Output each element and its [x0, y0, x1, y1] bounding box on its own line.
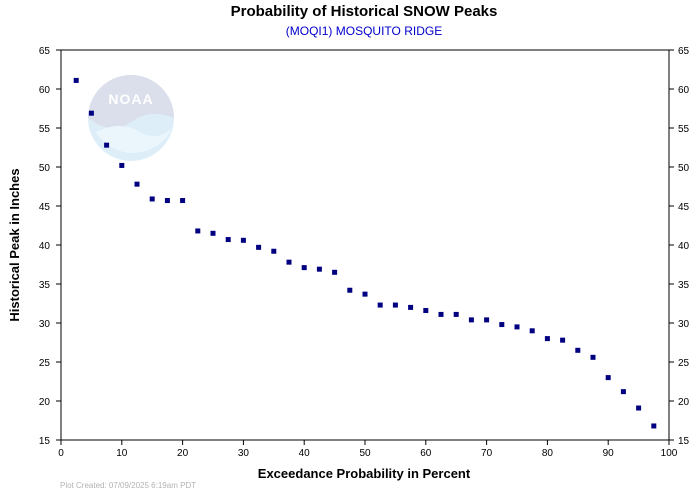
y-tick-label-right: 15 — [678, 436, 690, 447]
data-point — [636, 405, 642, 411]
y-tick-label-left: 25 — [39, 358, 51, 369]
y-tick-label-right: 60 — [678, 85, 690, 96]
y-tick-label-right: 25 — [678, 358, 690, 369]
data-point — [88, 110, 94, 116]
data-point — [73, 77, 79, 83]
data-point — [332, 269, 338, 275]
data-point — [225, 237, 231, 243]
data-point — [590, 354, 596, 360]
y-tick-label-right: 35 — [678, 280, 690, 291]
x-tick-label: 70 — [481, 448, 493, 459]
y-tick-label-left: 50 — [39, 163, 51, 174]
data-point — [195, 228, 201, 234]
x-tick-label: 50 — [359, 448, 371, 459]
x-tick-label: 0 — [58, 448, 64, 459]
data-point — [560, 337, 566, 343]
x-tick-label: 80 — [542, 448, 554, 459]
x-tick-label: 60 — [420, 448, 432, 459]
y-tick-label-right: 20 — [678, 397, 690, 408]
data-point — [210, 230, 216, 236]
data-point — [529, 328, 535, 334]
x-tick-label: 10 — [116, 448, 128, 459]
data-point — [468, 317, 474, 323]
y-tick-label-right: 65 — [678, 46, 690, 57]
data-point — [408, 304, 414, 310]
y-tick-label-left: 30 — [39, 319, 51, 330]
x-tick-label: 40 — [299, 448, 311, 459]
y-tick-label-left: 35 — [39, 280, 51, 291]
data-point — [256, 244, 262, 250]
data-points — [73, 77, 657, 429]
y-tick-label-left: 45 — [39, 202, 51, 213]
y-tick-label-left: 65 — [39, 46, 51, 57]
x-tick-label: 100 — [661, 448, 678, 459]
data-point — [575, 347, 581, 353]
data-point — [347, 287, 353, 293]
data-point — [286, 259, 292, 265]
data-point — [164, 198, 170, 204]
data-point — [544, 336, 550, 342]
chart-title: Probability of Historical SNOW Peaks — [231, 3, 498, 20]
noaa-logo-text: NOAA — [108, 91, 153, 107]
data-point — [240, 237, 246, 243]
data-point — [499, 322, 505, 328]
y-tick-label-right: 45 — [678, 202, 690, 213]
y-tick-label-left: 55 — [39, 124, 51, 135]
chart-subtitle: (MOQI1) MOSQUITO RIDGE — [286, 24, 442, 38]
data-point — [104, 142, 110, 148]
data-point — [438, 311, 444, 317]
noaa-watermark-icon: NOAA — [88, 75, 174, 161]
data-point — [119, 162, 125, 168]
y-tick-label-right: 30 — [678, 319, 690, 330]
data-point — [514, 324, 520, 330]
y-tick-label-right: 40 — [678, 241, 690, 252]
data-point — [651, 423, 657, 429]
x-axis-label: Exceedance Probability in Percent — [258, 466, 471, 481]
data-point — [134, 181, 140, 187]
data-point — [149, 196, 155, 202]
data-point — [423, 308, 429, 314]
x-tick-label: 20 — [177, 448, 189, 459]
plot-created-footer: Plot Created: 07/09/2025 6:19am PDT — [60, 481, 196, 490]
y-tick-label-right: 55 — [678, 124, 690, 135]
data-point — [392, 302, 398, 308]
x-tick-label: 90 — [603, 448, 615, 459]
y-tick-label-left: 60 — [39, 85, 51, 96]
data-point — [362, 291, 368, 297]
data-point — [605, 375, 611, 381]
y-axis-label: Historical Peak in Inches — [7, 168, 22, 321]
data-point — [377, 302, 383, 308]
y-tick-label-left: 20 — [39, 397, 51, 408]
data-point — [271, 248, 277, 254]
data-point — [620, 389, 626, 395]
y-tick-label-left: 15 — [39, 436, 51, 447]
y-tick-label-right: 50 — [678, 163, 690, 174]
data-point — [484, 317, 490, 323]
data-point — [180, 198, 186, 204]
data-point — [316, 266, 322, 272]
y-tick-label-left: 40 — [39, 241, 51, 252]
x-tick-label: 30 — [238, 448, 250, 459]
data-point — [453, 311, 459, 317]
data-point — [301, 265, 307, 271]
